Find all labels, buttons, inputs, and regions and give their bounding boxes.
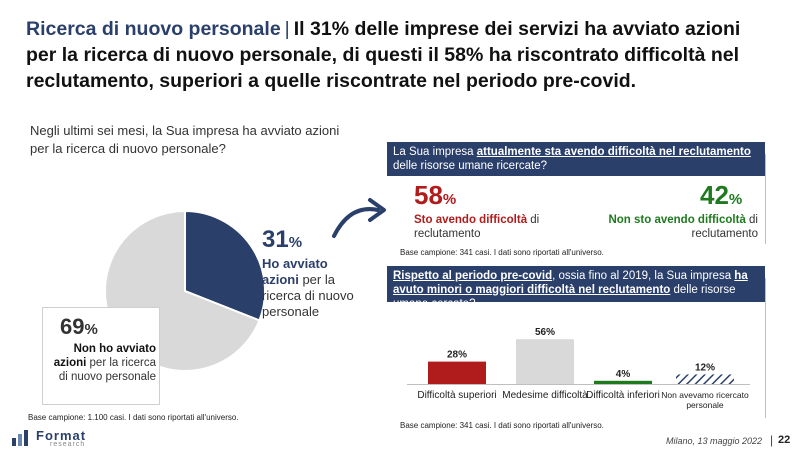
footer-separator: | bbox=[770, 433, 774, 447]
bottom-header-post: delle risorse umane cercate? bbox=[393, 284, 736, 310]
difficulty-no-label: Non sto avendo difficoltà di reclutament… bbox=[580, 213, 758, 241]
no-pct-value: 69 bbox=[60, 314, 85, 339]
no-label-rest: per la ricerca di nuovo personale bbox=[58, 357, 156, 383]
logo-text: Format bbox=[36, 428, 87, 443]
title-text: Il 31% delle imprese dei servizi ha avvi… bbox=[26, 18, 741, 92]
bottom-frame-line bbox=[765, 278, 766, 418]
no-pct-unit: % bbox=[84, 321, 98, 338]
difficulty-no-value: 42 bbox=[700, 180, 729, 210]
top-header-pre: La Sua impresa bbox=[393, 146, 477, 158]
bar-category-label-2: Difficoltà inferiori bbox=[586, 390, 660, 401]
bar-category-label-0: Difficoltà superiori bbox=[417, 390, 497, 401]
pie-slice-0 bbox=[184, 209, 266, 322]
difficulty-yes-percentage: 58% bbox=[414, 180, 456, 211]
difficulty-yes-value: 58 bbox=[414, 180, 443, 210]
bottom-header-underlined-2: ha avuto minori o maggiori difficoltà ne… bbox=[393, 270, 748, 296]
top-header-post: delle risorse umane ricercate? bbox=[393, 160, 548, 172]
top-header-underlined: attualmente sta avendo difficoltà nel re… bbox=[476, 146, 751, 158]
difficulty-no-unit: % bbox=[728, 191, 743, 208]
bar-category-label-1: Medesime difficoltà bbox=[502, 390, 588, 401]
yes-label-rest: per la ricerca di nuovo personale bbox=[262, 272, 354, 319]
page-title: Ricerca di nuovo personale | Il 31% delle … bbox=[26, 16, 776, 94]
difficulty-yes-bold: Sto avendo difficoltà bbox=[414, 214, 528, 226]
bar-chart: 28% 56% 4% 12% bbox=[395, 310, 765, 420]
bar-value-label-3: 12% bbox=[695, 362, 715, 373]
bar-3 bbox=[676, 374, 734, 384]
bar-value-label-0: 28% bbox=[447, 350, 467, 361]
bottom-header-underlined-1: Rispetto al periodo pre-covid bbox=[393, 270, 553, 282]
no-percentage: 69% bbox=[60, 314, 98, 340]
left-question: Negli ultimi sei mesi, la Sua impresa ha… bbox=[30, 123, 340, 156]
difficulty-yes-rest: di reclutamento bbox=[414, 214, 540, 240]
curved-arrow-icon bbox=[332, 198, 386, 238]
yes-pct-value: 31 bbox=[262, 226, 289, 253]
bar-chart-svg: 28% 56% 4% 12% bbox=[407, 327, 750, 385]
logo-icon bbox=[12, 430, 28, 446]
format-research-logo: Format research bbox=[8, 428, 118, 450]
yes-percentage: 31% bbox=[262, 226, 302, 254]
title-separator: | bbox=[284, 18, 290, 40]
difficulty-no-rest: di reclutamento bbox=[691, 214, 758, 240]
difficulty-yes-label: Sto avendo difficoltà di reclutamento bbox=[414, 213, 594, 241]
top-right-header: La Sua impresa attualmente sta avendo di… bbox=[387, 142, 765, 176]
left-base: Base campione: 1.100 casi. I dati sono r… bbox=[28, 413, 239, 422]
top-right-base: Base campione: 341 casi. I dati sono rip… bbox=[400, 248, 604, 257]
bottom-header-mid: , ossia fino al 2019, la Sua impresa bbox=[552, 270, 735, 282]
top-frame-line bbox=[765, 154, 766, 244]
no-box bbox=[42, 307, 160, 405]
difficulty-no-percentage: 42% bbox=[700, 180, 742, 211]
bar-value-label-1: 56% bbox=[535, 327, 555, 338]
title-brand: Ricerca di nuovo personale bbox=[26, 18, 281, 40]
difficulty-yes-unit: % bbox=[442, 191, 457, 208]
yes-label: Ho avviato azioni per la ricerca di nuov… bbox=[262, 256, 362, 320]
bar-1 bbox=[516, 339, 574, 384]
no-label: Non ho avviato azioni per la ricerca di … bbox=[46, 342, 156, 384]
bar-0 bbox=[428, 361, 486, 384]
footer-date: Milano, 13 maggio 2022 bbox=[666, 436, 763, 446]
page-number: 22 bbox=[778, 434, 791, 446]
logo-subtext: research bbox=[50, 441, 86, 448]
difficulty-no-bold: Non sto avendo difficoltà bbox=[608, 214, 746, 226]
yes-pct-unit: % bbox=[288, 234, 303, 251]
bottom-right-header: Rispetto al periodo pre-covid, ossia fin… bbox=[387, 266, 765, 310]
no-label-bold: Non ho avviato azioni bbox=[53, 343, 156, 369]
yes-label-bold: Ho avviato azioni bbox=[262, 256, 328, 287]
bar-2 bbox=[594, 380, 652, 384]
bottom-right-base: Base campione: 341 casi. I dati sono rip… bbox=[400, 421, 604, 430]
bar-category-label-3: Non avevamo ricercato personale bbox=[661, 390, 749, 410]
bar-value-label-2: 4% bbox=[616, 369, 631, 380]
